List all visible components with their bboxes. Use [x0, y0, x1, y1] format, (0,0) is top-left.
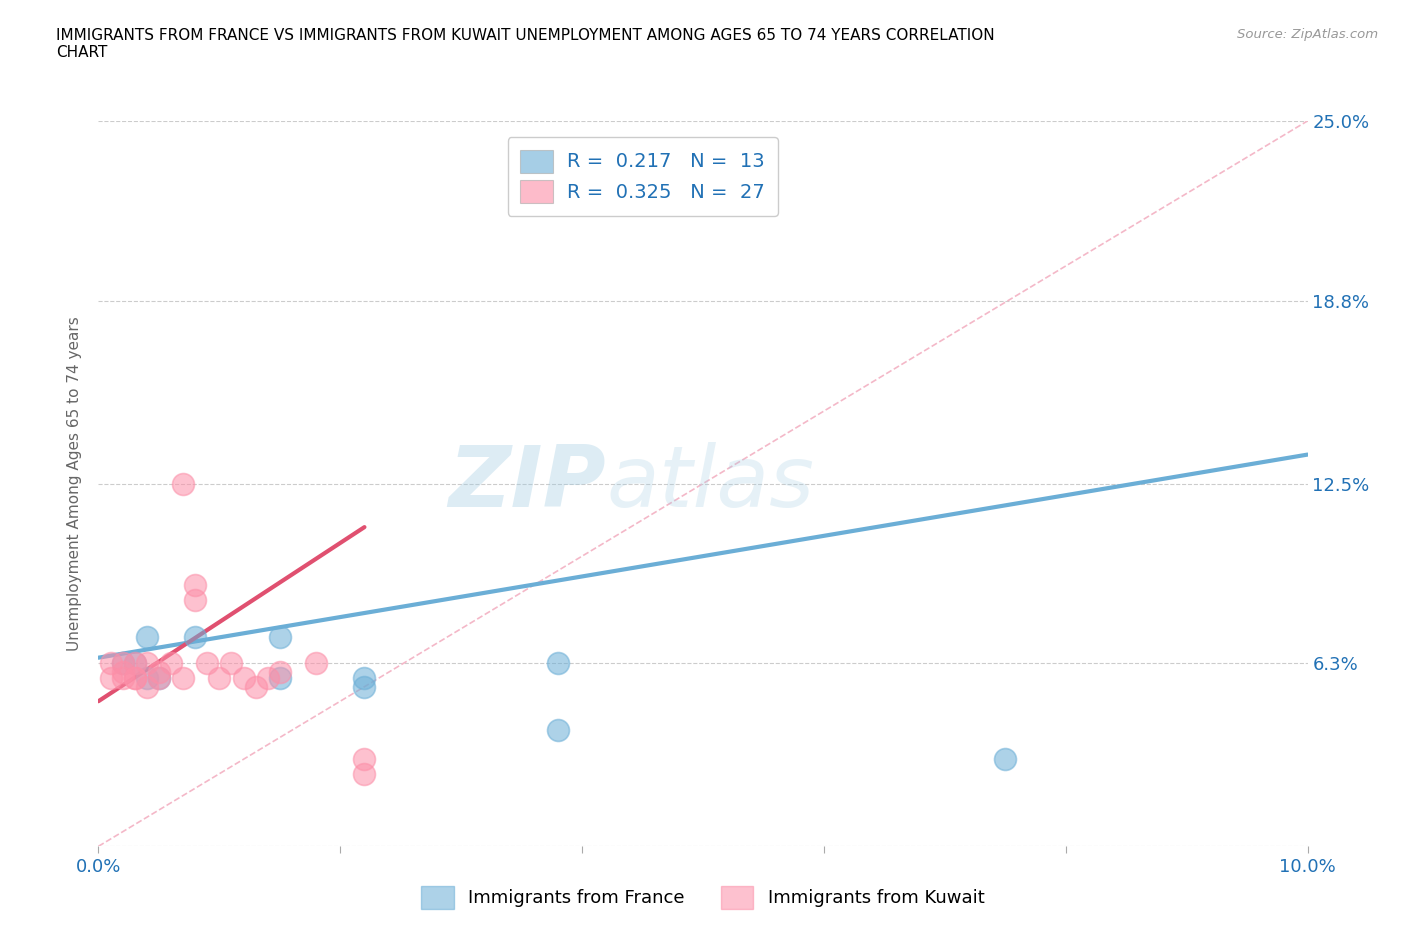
- Legend: Immigrants from France, Immigrants from Kuwait: Immigrants from France, Immigrants from …: [415, 879, 991, 916]
- Point: [195, 656, 218, 671]
- Point: [221, 656, 243, 671]
- Point: [353, 751, 375, 766]
- Legend: R =  0.217   N =  13, R =  0.325   N =  27: R = 0.217 N = 13, R = 0.325 N = 27: [508, 138, 778, 216]
- Point: [269, 630, 291, 644]
- Text: atlas: atlas: [606, 442, 814, 525]
- Point: [245, 679, 267, 694]
- Point: [124, 671, 146, 685]
- Point: [184, 592, 207, 607]
- Point: [111, 665, 134, 680]
- Text: Source: ZipAtlas.com: Source: ZipAtlas.com: [1237, 28, 1378, 41]
- Point: [184, 578, 207, 592]
- Point: [184, 630, 207, 644]
- Point: [353, 671, 375, 685]
- Y-axis label: Unemployment Among Ages 65 to 74 years: Unemployment Among Ages 65 to 74 years: [67, 316, 83, 651]
- Point: [547, 723, 569, 737]
- Point: [111, 671, 134, 685]
- Point: [135, 656, 157, 671]
- Point: [135, 671, 157, 685]
- Point: [256, 671, 278, 685]
- Point: [269, 671, 291, 685]
- Point: [111, 656, 134, 671]
- Point: [148, 665, 170, 680]
- Point: [148, 671, 170, 685]
- Point: [124, 656, 146, 671]
- Text: IMMIGRANTS FROM FRANCE VS IMMIGRANTS FROM KUWAIT UNEMPLOYMENT AMONG AGES 65 TO 7: IMMIGRANTS FROM FRANCE VS IMMIGRANTS FRO…: [56, 28, 995, 60]
- Point: [172, 476, 194, 491]
- Point: [124, 656, 146, 671]
- Point: [124, 671, 146, 685]
- Point: [111, 656, 134, 671]
- Point: [353, 679, 375, 694]
- Point: [135, 630, 157, 644]
- Point: [353, 766, 375, 781]
- Point: [100, 656, 122, 671]
- Point: [269, 665, 291, 680]
- Point: [100, 671, 122, 685]
- Point: [148, 671, 170, 685]
- Point: [208, 671, 231, 685]
- Point: [305, 656, 328, 671]
- Point: [172, 671, 194, 685]
- Point: [994, 751, 1017, 766]
- Point: [547, 656, 569, 671]
- Point: [160, 656, 183, 671]
- Point: [232, 671, 254, 685]
- Text: ZIP: ZIP: [449, 442, 606, 525]
- Point: [135, 679, 157, 694]
